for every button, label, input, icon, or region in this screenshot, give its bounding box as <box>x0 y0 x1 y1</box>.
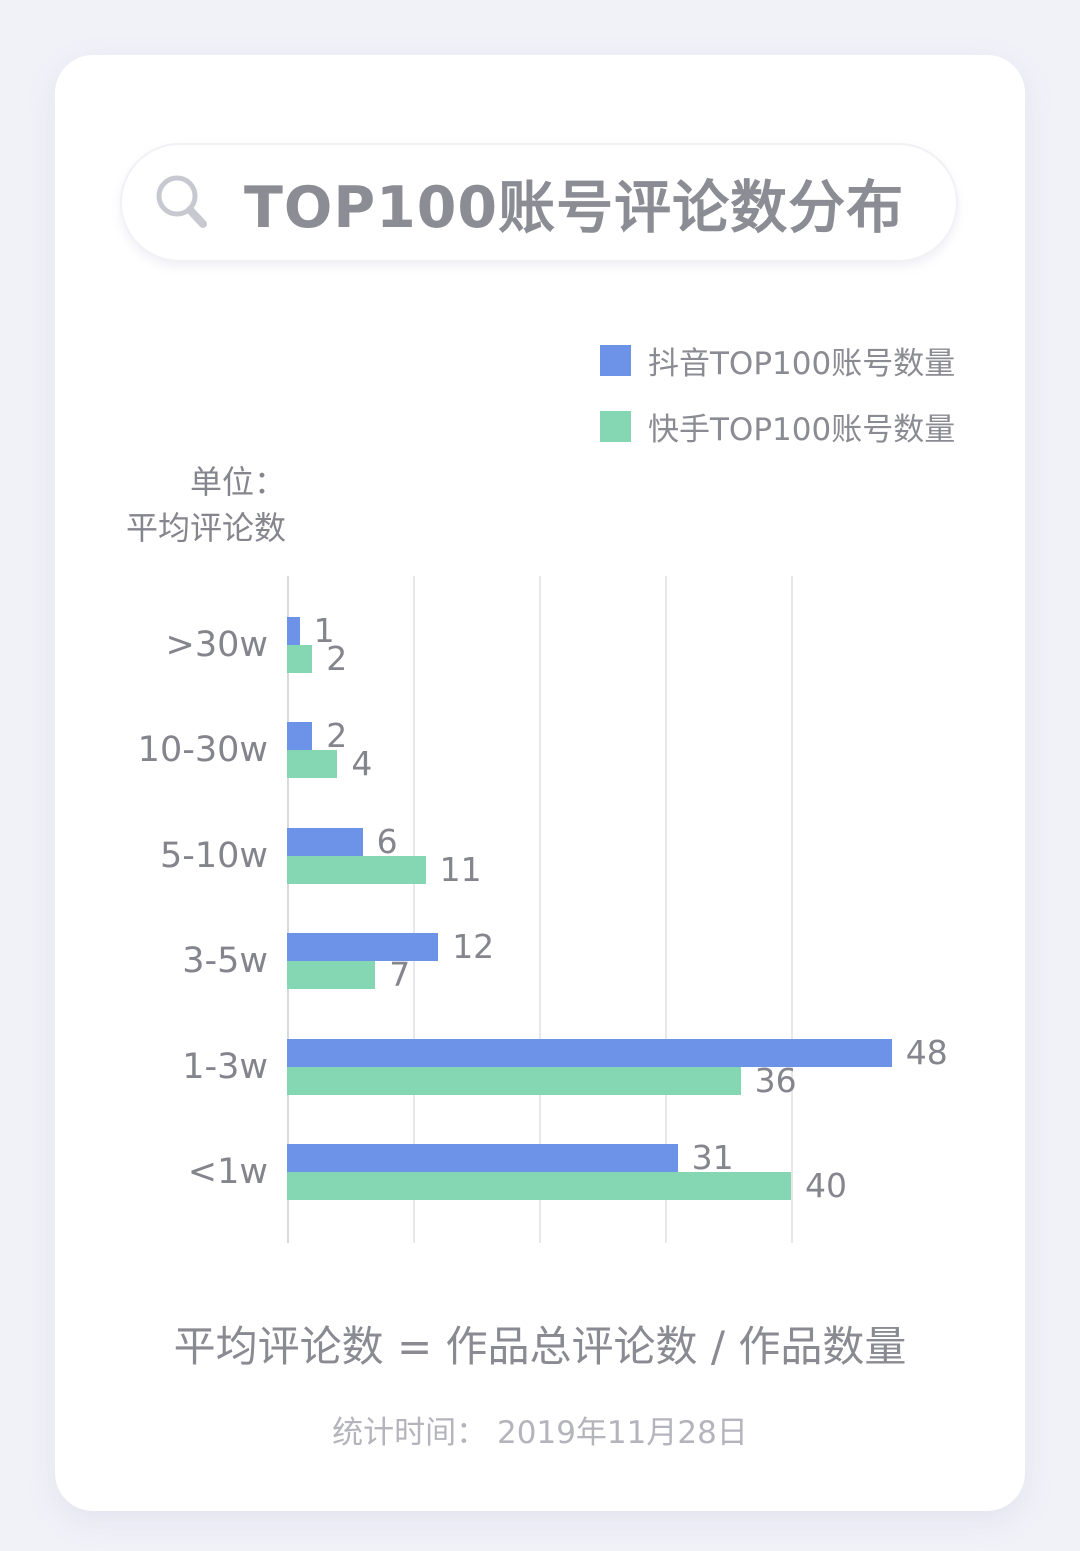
value-label: 1 <box>313 611 335 650</box>
bar-douyin <box>287 827 363 856</box>
chart-row: 5-10w 6 11 <box>160 821 947 889</box>
gridline <box>791 576 793 1243</box>
value-label: 6 <box>376 821 398 861</box>
legend-label-douyin: 抖音TOP100账号数量 <box>648 346 956 382</box>
search-icon <box>156 175 207 228</box>
category-label: 5-10w <box>159 835 268 876</box>
value-label: 7 <box>389 955 411 995</box>
douyin-swatch <box>600 345 631 376</box>
unit-line2: 平均评论数 <box>125 509 286 547</box>
legend: 抖音TOP100账号数量 快手TOP100账号数量 <box>600 338 955 470</box>
gridline <box>413 576 415 1243</box>
kuaishou-swatch <box>600 411 631 442</box>
value-label: 40 <box>805 1166 847 1205</box>
legend-item-kuaishou: 快手TOP100账号数量 <box>600 404 955 449</box>
bar-kuaishou <box>287 855 426 884</box>
value-label: 36 <box>754 1060 797 1100</box>
value-label: 2 <box>326 716 348 756</box>
bar-douyin <box>287 933 439 962</box>
value-label: 48 <box>905 1032 948 1072</box>
legend-item-douyin: 抖音TOP100账号数量 <box>600 338 955 383</box>
legend-label-kuaishou: 快手TOP100账号数量 <box>648 412 956 448</box>
chart-row: 10-30w 2 4 <box>138 716 947 784</box>
value-label: 11 <box>439 849 482 889</box>
bar-chart: >30w 1 2 10-30w 2 4 5-10w 6 11 3-5w 12 7 1-3w 48 36 <1w… <box>138 576 948 1243</box>
category-label: 3-5w <box>182 941 268 982</box>
chart-row: <1w 31 40 <box>188 1138 947 1205</box>
category-label: <1w <box>187 1152 268 1192</box>
value-label: 12 <box>452 927 495 967</box>
bar-kuaishou <box>287 961 376 990</box>
page-title: TOP100账号评论数分布 <box>244 174 905 241</box>
gridline <box>539 576 541 1243</box>
category-label: >30w <box>165 625 269 665</box>
bar-douyin <box>287 617 300 645</box>
gridline <box>665 576 667 1243</box>
bar-kuaishou <box>287 1066 741 1095</box>
category-label: 10-30w <box>137 730 268 771</box>
bar-douyin <box>287 1038 892 1067</box>
axis-line <box>287 576 289 1243</box>
bar-kuaishou <box>287 1172 791 1200</box>
unit-label: 单位： 平均评论数 <box>126 459 286 551</box>
bar-kuaishou <box>287 645 313 673</box>
title-search-pill: TOP100账号评论数分布 <box>120 143 958 262</box>
bar-kuaishou <box>287 750 338 779</box>
chart-row: 1-3w 48 36 <box>182 1032 948 1100</box>
value-label: 31 <box>691 1138 734 1177</box>
bar-douyin <box>287 722 313 751</box>
unit-line1: 单位： <box>189 463 286 501</box>
category-label: 1-3w <box>182 1046 268 1087</box>
value-label: 2 <box>326 639 348 678</box>
bar-douyin <box>287 1144 678 1172</box>
value-label: 4 <box>351 744 373 784</box>
stat-time: 统计时间： 2019年11月28日 <box>332 1415 748 1451</box>
formula-note: 平均评论数 = 作品总评论数 / 作品数量 <box>173 1322 907 1371</box>
infographic-card: TOP100账号评论数分布 抖音TOP100账号数量 快手TOP100账号数量 … <box>55 55 1025 1511</box>
chart-row: >30w 1 2 <box>166 611 947 678</box>
chart-row: 3-5w 12 7 <box>182 927 947 995</box>
